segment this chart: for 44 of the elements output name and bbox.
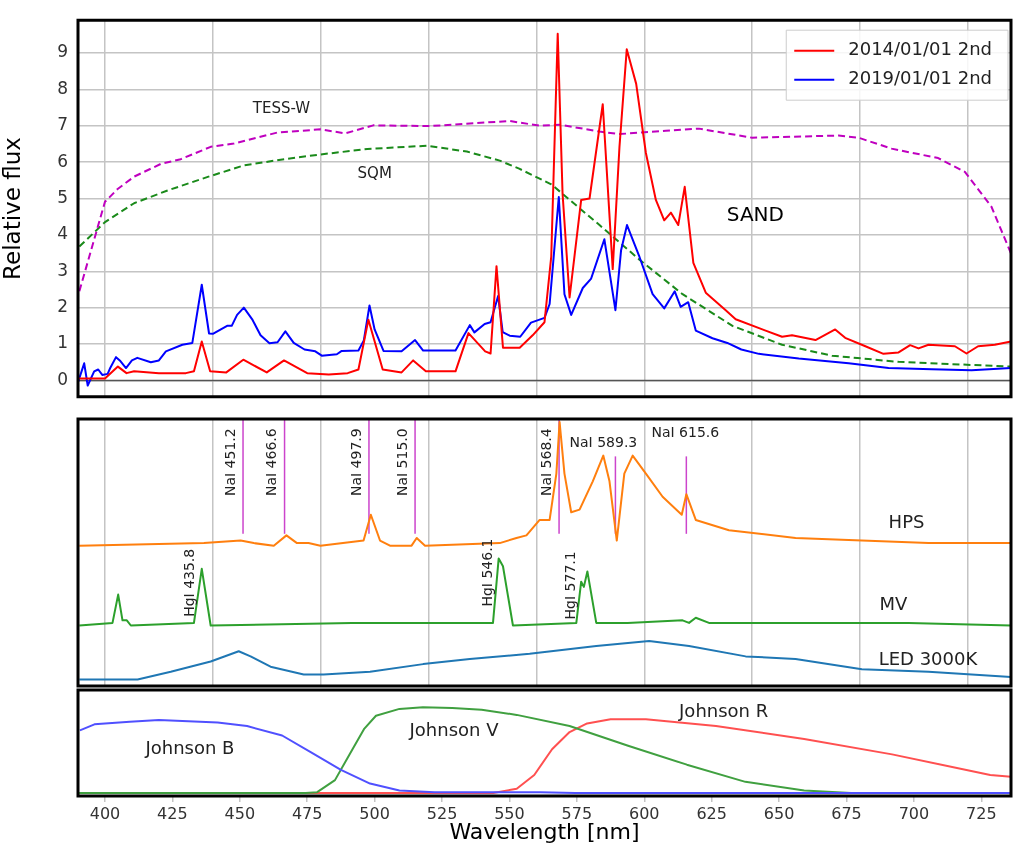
y-tick-label: 5 <box>57 186 68 207</box>
legend-label: 2019/01/01 2nd <box>848 67 993 89</box>
annotation: SAND <box>726 202 784 227</box>
ref-line-label: NaI 451.2 <box>221 428 238 497</box>
series-label: MV <box>879 592 909 614</box>
series-label: TESS-W <box>251 99 311 118</box>
x-tick-label: 400 <box>89 803 121 823</box>
x-tick-label: 450 <box>224 803 256 823</box>
ref-line-label: NaI 589.3 <box>569 433 638 450</box>
legend-label: 2014/01/01 2nd <box>848 38 993 60</box>
line-series <box>78 119 1011 293</box>
ref-line-label: NaI 615.6 <box>651 424 720 441</box>
x-tick-label: 425 <box>157 803 188 823</box>
series-label: SQM <box>357 164 392 183</box>
y-tick-label: 6 <box>57 150 68 171</box>
ref-line-label: NaI 466.6 <box>263 428 280 497</box>
line-series <box>78 144 1011 368</box>
y-tick-label: 3 <box>57 259 68 280</box>
x-tick-label: 625 <box>696 803 727 823</box>
series-label: Johnson R <box>678 700 769 722</box>
x-tick-label: 500 <box>359 803 390 823</box>
y-tick-label: 1 <box>57 332 68 353</box>
ref-line-label: NaI 568.4 <box>537 428 554 497</box>
series-label: HPS <box>888 511 925 533</box>
annotation: HgI 577.1 <box>562 551 579 620</box>
x-tick-label: 700 <box>898 803 930 823</box>
x-tick-label: 650 <box>763 803 795 823</box>
ref-line-label: NaI 515.0 <box>393 428 410 497</box>
y-tick-label: 7 <box>57 114 68 135</box>
x-tick-label: 475 <box>291 803 323 823</box>
annotation: HgI 546.1 <box>478 538 495 607</box>
y-tick-label: 4 <box>57 223 68 244</box>
y-tick-label: 9 <box>57 41 68 62</box>
y-axis-title: Relative flux <box>0 137 25 280</box>
annotation: HgI 435.8 <box>181 548 198 617</box>
series-label: Johnson B <box>144 736 235 758</box>
ref-line-label: NaI 497.9 <box>347 428 364 497</box>
x-tick-label: 725 <box>966 803 997 823</box>
y-tick-label: 0 <box>57 368 68 389</box>
x-tick-label: 675 <box>831 803 862 823</box>
y-tick-label: 2 <box>57 296 68 317</box>
y-tick-label: 8 <box>57 77 68 98</box>
series-label: Johnson V <box>408 718 500 740</box>
series-label: LED 3000K <box>878 648 979 670</box>
